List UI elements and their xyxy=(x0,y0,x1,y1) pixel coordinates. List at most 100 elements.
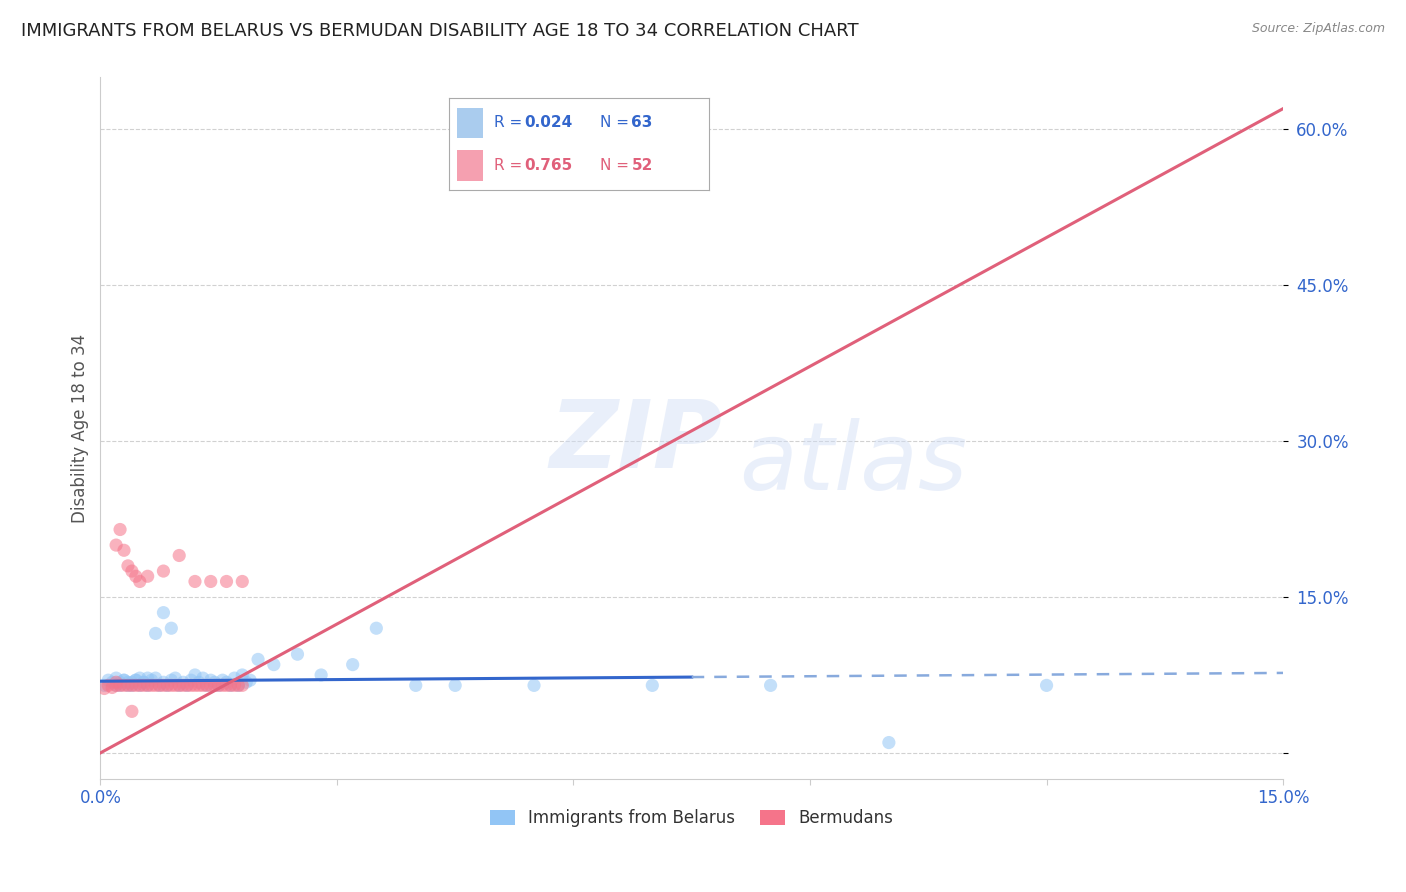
Point xyxy=(877,735,900,749)
Point xyxy=(156,678,179,692)
Point xyxy=(228,678,250,692)
Point xyxy=(231,574,253,589)
Point xyxy=(128,574,150,589)
Point xyxy=(211,673,233,688)
Point xyxy=(101,681,124,695)
Point xyxy=(93,681,115,696)
Y-axis label: Disability Age 18 to 34: Disability Age 18 to 34 xyxy=(72,334,89,523)
Point xyxy=(215,675,238,690)
Point xyxy=(93,678,115,692)
Point xyxy=(128,671,150,685)
Point xyxy=(187,678,209,692)
Point xyxy=(165,671,187,685)
Point xyxy=(172,678,194,692)
Point xyxy=(156,678,179,692)
Legend: Immigrants from Belarus, Bermudans: Immigrants from Belarus, Bermudans xyxy=(484,803,900,834)
Point xyxy=(152,564,174,578)
Point xyxy=(184,668,207,682)
Point xyxy=(176,678,198,692)
Point xyxy=(641,678,664,692)
Point xyxy=(187,675,209,690)
Point xyxy=(112,673,135,688)
Point xyxy=(160,678,183,692)
Point xyxy=(121,678,143,692)
Point xyxy=(132,675,155,690)
Point xyxy=(117,558,139,573)
Text: ZIP: ZIP xyxy=(550,396,723,488)
Point xyxy=(204,678,226,692)
Point xyxy=(207,678,229,692)
Point xyxy=(759,678,782,692)
Point xyxy=(101,675,124,690)
Point xyxy=(184,678,207,692)
Point xyxy=(148,678,170,692)
Point xyxy=(366,621,388,635)
Point xyxy=(136,569,159,583)
Point xyxy=(160,673,183,688)
Point xyxy=(105,678,128,692)
Point xyxy=(105,678,128,692)
Point xyxy=(108,678,131,692)
Point xyxy=(444,678,467,692)
Point xyxy=(523,678,546,692)
Point xyxy=(132,675,155,690)
Point xyxy=(180,673,202,688)
Point xyxy=(136,678,159,692)
Point xyxy=(200,678,222,692)
Point xyxy=(211,678,233,692)
Point xyxy=(224,678,246,692)
Point xyxy=(204,675,226,690)
Point xyxy=(231,678,253,692)
Point xyxy=(152,678,174,692)
Point xyxy=(125,673,148,688)
Point xyxy=(167,678,190,692)
Point xyxy=(207,678,229,692)
Point xyxy=(121,704,143,718)
Point xyxy=(165,678,187,692)
Point xyxy=(145,626,167,640)
Point xyxy=(167,549,190,563)
Point xyxy=(180,678,202,692)
Point xyxy=(112,678,135,692)
Point xyxy=(231,668,253,682)
Point xyxy=(309,668,332,682)
Point xyxy=(145,678,167,692)
Point xyxy=(125,569,148,583)
Point xyxy=(219,678,242,692)
Point xyxy=(1035,678,1057,692)
Point xyxy=(132,678,155,692)
Point xyxy=(121,675,143,690)
Point xyxy=(191,678,214,692)
Point xyxy=(136,678,159,692)
Point xyxy=(247,652,270,666)
Point xyxy=(172,675,194,690)
Point xyxy=(145,671,167,685)
Point xyxy=(141,678,163,692)
Point xyxy=(405,678,427,692)
Point xyxy=(105,538,128,552)
Point xyxy=(128,678,150,692)
Point xyxy=(228,678,250,692)
Point xyxy=(287,647,309,661)
Point xyxy=(235,675,257,690)
Point xyxy=(200,574,222,589)
Point xyxy=(128,678,150,692)
Point xyxy=(176,678,198,692)
Point xyxy=(342,657,364,672)
Point xyxy=(121,678,143,692)
Point xyxy=(105,671,128,685)
Point xyxy=(152,675,174,690)
Point xyxy=(160,621,183,635)
Point xyxy=(152,606,174,620)
Point xyxy=(117,678,139,692)
Point xyxy=(112,673,135,688)
Point xyxy=(148,678,170,692)
Point xyxy=(105,675,128,690)
Point xyxy=(97,673,120,688)
Point xyxy=(121,564,143,578)
Point xyxy=(117,678,139,692)
Point xyxy=(195,678,218,692)
Point xyxy=(184,574,207,589)
Point xyxy=(200,673,222,688)
Point xyxy=(191,671,214,685)
